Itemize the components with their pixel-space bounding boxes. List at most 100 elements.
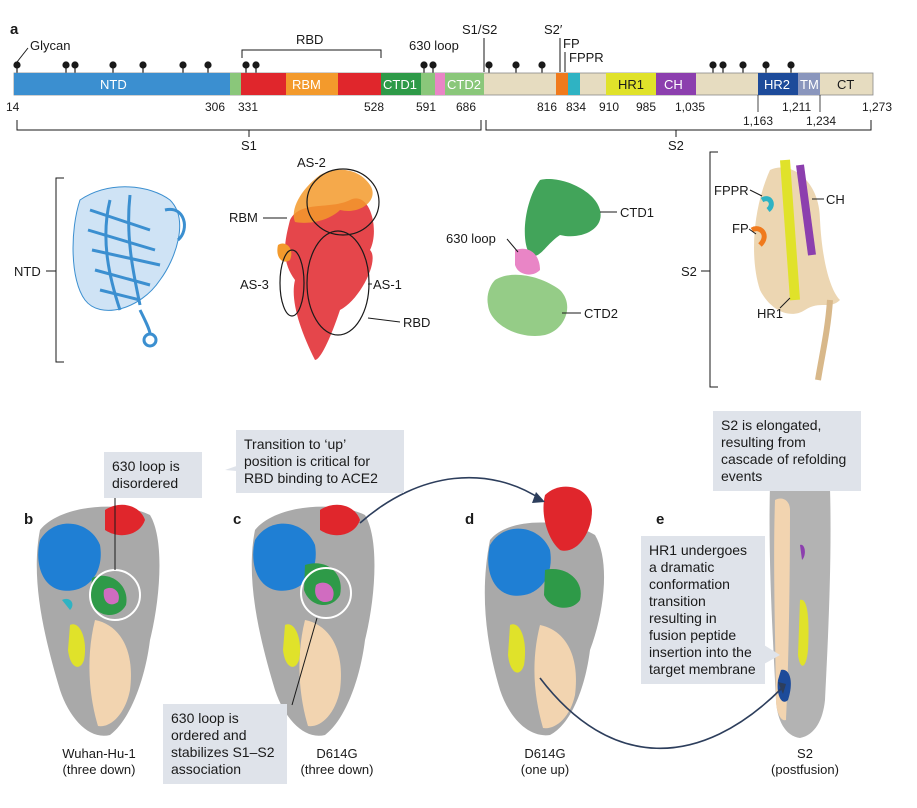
glycan-markers bbox=[13, 61, 795, 73]
disordered-callout: 630 loop is disordered bbox=[104, 452, 202, 498]
arrow-d-to-e bbox=[539, 677, 783, 750]
s1-bracket bbox=[16, 120, 482, 131]
pos-686: 686 bbox=[456, 100, 476, 114]
residue-positions: 14 306 331 528 591 686 816 834 910 985 1… bbox=[6, 95, 892, 128]
segment-ctd2-b bbox=[445, 73, 484, 95]
as1-ellipse bbox=[306, 230, 370, 336]
segment-rbm bbox=[286, 73, 338, 95]
segment-rbd-2 bbox=[338, 73, 381, 95]
rbd-struct-label: RBD bbox=[403, 315, 430, 330]
disordered-callout-text: 630 loop is disordered bbox=[112, 458, 180, 491]
glycan-label: Glycan bbox=[30, 38, 70, 53]
pos-528: 528 bbox=[364, 100, 384, 114]
ctd2-struct-label: CTD2 bbox=[584, 306, 618, 321]
glycan-pointer bbox=[16, 47, 29, 63]
panel-b-label: b bbox=[24, 511, 33, 528]
segment-fppr bbox=[568, 73, 580, 95]
segment-fp bbox=[556, 73, 568, 95]
fp-pointer bbox=[748, 228, 757, 235]
as2-label: AS-2 bbox=[297, 155, 326, 170]
caption-e-line2: (postfusion) bbox=[771, 762, 839, 777]
ctd-structure bbox=[487, 179, 601, 336]
trimer-d bbox=[484, 486, 605, 736]
loop630-pointer bbox=[506, 238, 519, 253]
segment-ch bbox=[656, 73, 696, 95]
s2-struct-bracket bbox=[709, 151, 718, 388]
pos-1163: 1,163 bbox=[743, 114, 773, 128]
s2-structure bbox=[750, 159, 840, 381]
s1s2-label: S1/S2 bbox=[462, 22, 497, 37]
domain-label-ctd1: CTD1 bbox=[383, 77, 417, 92]
fppr-struct-label: FPPR bbox=[714, 183, 749, 198]
pos-591: 591 bbox=[416, 100, 436, 114]
s1-label: S1 bbox=[241, 138, 257, 153]
pos-834: 834 bbox=[566, 100, 586, 114]
fppr-pointer bbox=[749, 189, 763, 197]
segment-ctd2-a bbox=[421, 73, 435, 95]
pos-985: 985 bbox=[636, 100, 656, 114]
elongated-callout-text: S2 is elongated, resulting from cascade … bbox=[721, 417, 847, 484]
domain-label-hr2: HR2 bbox=[764, 77, 790, 92]
hr1-callout: HR1 undergoes a dramatic conformation tr… bbox=[641, 536, 765, 684]
panel-d-label: d bbox=[465, 511, 474, 528]
fppr-top-label: FPPR bbox=[569, 50, 604, 65]
ordered-pointer bbox=[291, 617, 318, 706]
as3-ellipse bbox=[279, 249, 305, 317]
arrow-d-to-e-head bbox=[778, 682, 786, 694]
segment-hr1 bbox=[606, 73, 656, 95]
rbm-struct-label: RBM bbox=[229, 210, 258, 225]
caption-b-line1: Wuhan-Hu-1 bbox=[62, 746, 136, 761]
s2-label: S2 bbox=[668, 138, 684, 153]
caption-e: S2 (postfusion) bbox=[755, 746, 855, 778]
domain-bar: NTD RBM CTD1 CTD2 HR1 CH HR2 TM CT bbox=[13, 72, 874, 96]
as3-label: AS-3 bbox=[240, 277, 269, 292]
caption-b-line2: (three down) bbox=[62, 762, 136, 777]
trimer-b bbox=[36, 504, 160, 736]
hr1-callout-tail bbox=[764, 645, 780, 664]
segment-linker bbox=[230, 73, 241, 95]
loop630-struct-label: 630 loop bbox=[446, 231, 496, 246]
hr1-pointer bbox=[779, 297, 791, 309]
segment-loop630 bbox=[435, 73, 445, 95]
trimer-c-circle bbox=[300, 567, 352, 619]
rbd-bracket bbox=[241, 49, 382, 58]
hr1-callout-text: HR1 undergoes a dramatic conformation tr… bbox=[649, 542, 756, 677]
s2-struct-label: S2 bbox=[681, 264, 697, 279]
as1-label: AS-1 bbox=[373, 277, 402, 292]
pos-1211: 1,211 bbox=[782, 100, 811, 114]
segment-ntd bbox=[14, 73, 230, 95]
trimer-e bbox=[769, 480, 831, 738]
ctd1-struct-label: CTD1 bbox=[620, 205, 654, 220]
domain-label-hr1: HR1 bbox=[618, 77, 644, 92]
domain-label-ctd2: CTD2 bbox=[447, 77, 481, 92]
pos-1234: 1,234 bbox=[806, 114, 836, 128]
domain-label-ntd: NTD bbox=[100, 77, 127, 92]
pos-1035: 1,035 bbox=[675, 100, 705, 114]
segment-tm bbox=[798, 73, 820, 95]
rbd-pointer bbox=[367, 317, 401, 323]
pos-306: 306 bbox=[205, 100, 225, 114]
s2prime-label: S2′ bbox=[544, 22, 563, 37]
caption-e-line1: S2 bbox=[797, 746, 813, 761]
hr1-struct-label: HR1 bbox=[757, 306, 783, 321]
pos-1273: 1,273 bbox=[862, 100, 892, 114]
ntd-bracket bbox=[55, 177, 64, 363]
segment-hr2 bbox=[758, 73, 798, 95]
ordered-callout: 630 loop is ordered and stabilizes S1–S2… bbox=[163, 704, 287, 784]
pos-331: 331 bbox=[238, 100, 258, 114]
caption-c: D614G (three down) bbox=[282, 746, 392, 778]
panel-c-label: c bbox=[233, 511, 241, 528]
elongated-callout: S2 is elongated, resulting from cascade … bbox=[713, 411, 861, 491]
pos-816: 816 bbox=[537, 100, 557, 114]
fp-top-label: FP bbox=[563, 36, 580, 51]
as2-ellipse bbox=[306, 168, 380, 236]
arrow-c-to-d bbox=[359, 476, 543, 524]
domain-label-rbm: RBM bbox=[292, 77, 321, 92]
panel-e-label: e bbox=[656, 511, 664, 528]
rbd-bracket-label: RBD bbox=[296, 32, 323, 47]
caption-d: D614G (one up) bbox=[495, 746, 595, 778]
caption-d-line2: (one up) bbox=[520, 762, 570, 777]
domain-label-ch: CH bbox=[664, 77, 683, 92]
fp-struct-label: FP bbox=[732, 221, 749, 236]
